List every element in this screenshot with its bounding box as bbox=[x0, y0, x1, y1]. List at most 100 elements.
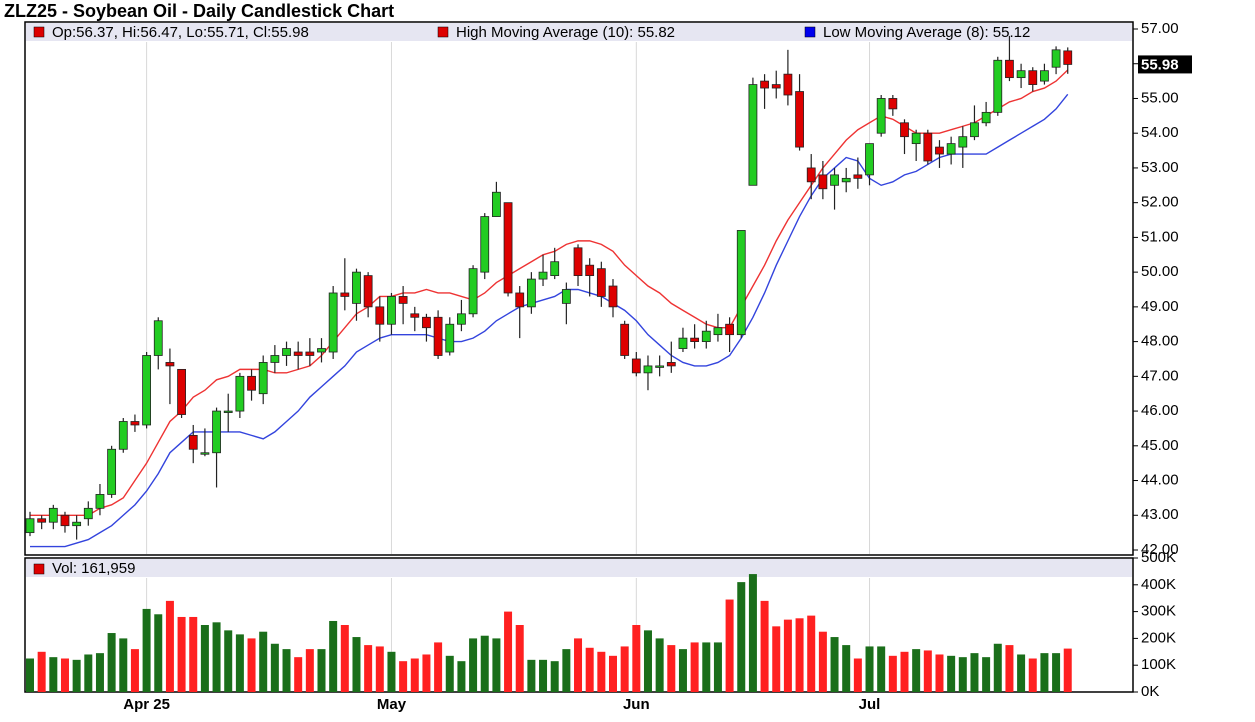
volume-bar bbox=[888, 655, 897, 692]
candle-body bbox=[165, 362, 175, 367]
y-tick-label: 43.00 bbox=[1141, 506, 1179, 523]
volume-bar bbox=[667, 645, 676, 692]
y2-tick-label: 500K bbox=[1141, 549, 1176, 566]
volume-bar bbox=[247, 638, 256, 692]
candle-body bbox=[1063, 50, 1073, 65]
candle-body bbox=[223, 410, 233, 413]
y-tick-label: 47.00 bbox=[1141, 367, 1179, 384]
candle-body bbox=[363, 275, 373, 308]
volume-bar bbox=[95, 653, 104, 692]
volume-bar bbox=[142, 608, 151, 692]
y2-tick-label: 100K bbox=[1141, 656, 1176, 673]
x-tick-label: Jun bbox=[623, 696, 650, 713]
marks bbox=[25, 35, 1073, 692]
candle-body bbox=[935, 146, 944, 155]
volume-bar bbox=[539, 659, 548, 692]
volume-bar bbox=[877, 646, 886, 692]
volume-bar bbox=[305, 649, 314, 692]
volume-bar bbox=[515, 625, 524, 692]
candle-body bbox=[177, 368, 186, 415]
volume-bar bbox=[795, 618, 804, 692]
candle-body bbox=[25, 518, 35, 534]
volume-bar bbox=[282, 649, 291, 692]
candle-body bbox=[760, 80, 769, 89]
candle-body bbox=[806, 167, 816, 183]
candle-body bbox=[900, 122, 909, 138]
candle-body bbox=[596, 268, 606, 297]
volume-bar bbox=[200, 625, 209, 692]
candle-body bbox=[1005, 59, 1014, 79]
candle-body bbox=[107, 448, 117, 495]
candle-body bbox=[270, 355, 280, 363]
candle-body bbox=[480, 216, 490, 273]
volume-bar bbox=[783, 619, 792, 692]
candle-body bbox=[620, 323, 630, 356]
volume-bar bbox=[37, 651, 46, 692]
x-tick-label: Jul bbox=[859, 696, 881, 713]
volume-bar bbox=[317, 649, 326, 692]
volume-bar bbox=[748, 574, 757, 692]
volume-bar bbox=[26, 658, 34, 692]
candle-body bbox=[1040, 70, 1049, 82]
volume-bar bbox=[1005, 645, 1014, 692]
volume-bar bbox=[445, 655, 454, 692]
candle-body bbox=[725, 323, 734, 336]
volume-bar bbox=[760, 600, 769, 692]
candle-body bbox=[818, 174, 828, 190]
volume-bar bbox=[375, 646, 384, 692]
legend-swatch bbox=[33, 563, 45, 575]
y-tick-label: 44.00 bbox=[1141, 472, 1179, 489]
candle-body bbox=[585, 264, 595, 277]
candle-body bbox=[655, 365, 665, 368]
candle-body bbox=[130, 421, 140, 426]
volume-bar bbox=[632, 625, 641, 692]
candle-body bbox=[153, 320, 163, 356]
y2-tick-label: 200K bbox=[1141, 629, 1176, 646]
candle-body bbox=[352, 271, 361, 304]
volume-bar bbox=[84, 654, 93, 692]
moving-average-line bbox=[30, 69, 1069, 516]
volume-bar bbox=[818, 631, 827, 692]
volume-bar bbox=[725, 599, 734, 692]
candle-body bbox=[678, 337, 688, 349]
candle-body bbox=[433, 316, 443, 356]
volume-bar bbox=[1028, 658, 1037, 692]
volume-bar bbox=[947, 655, 956, 692]
volume-bar bbox=[469, 638, 478, 692]
volume-bar bbox=[923, 650, 932, 692]
candle-body bbox=[771, 84, 781, 89]
x-tick-label: Apr 25 bbox=[123, 696, 170, 713]
volume-bar bbox=[492, 638, 501, 692]
candle-body bbox=[258, 362, 268, 395]
candle-body bbox=[200, 452, 210, 455]
candle-body bbox=[317, 348, 326, 353]
candle-body bbox=[142, 355, 152, 426]
candle-body bbox=[841, 177, 851, 183]
volume-bar bbox=[224, 630, 233, 692]
volume-bar bbox=[119, 638, 128, 692]
candle-body bbox=[83, 507, 93, 520]
legend-swatch bbox=[804, 26, 816, 38]
volume-bar bbox=[690, 642, 699, 692]
candle-body bbox=[340, 292, 350, 297]
candle-body bbox=[37, 518, 47, 523]
volume-bar bbox=[259, 631, 268, 692]
last-price-label: 55.98 bbox=[1141, 56, 1179, 73]
volume-bar bbox=[830, 637, 839, 692]
volume-bar bbox=[585, 647, 594, 692]
y-tick-label: 54.00 bbox=[1141, 124, 1179, 141]
y-tick-label: 52.00 bbox=[1141, 194, 1179, 211]
volume-bar bbox=[550, 661, 559, 692]
candle-body bbox=[631, 358, 641, 374]
candle-body bbox=[573, 247, 583, 277]
candle-body bbox=[445, 323, 455, 353]
volume-bar bbox=[107, 633, 116, 692]
volume-bar bbox=[399, 661, 408, 692]
volume-bar bbox=[982, 657, 991, 692]
volume-bar bbox=[1040, 653, 1049, 692]
price-panel bbox=[24, 21, 1134, 556]
volume-bar bbox=[235, 634, 244, 692]
candle-body bbox=[247, 375, 256, 391]
